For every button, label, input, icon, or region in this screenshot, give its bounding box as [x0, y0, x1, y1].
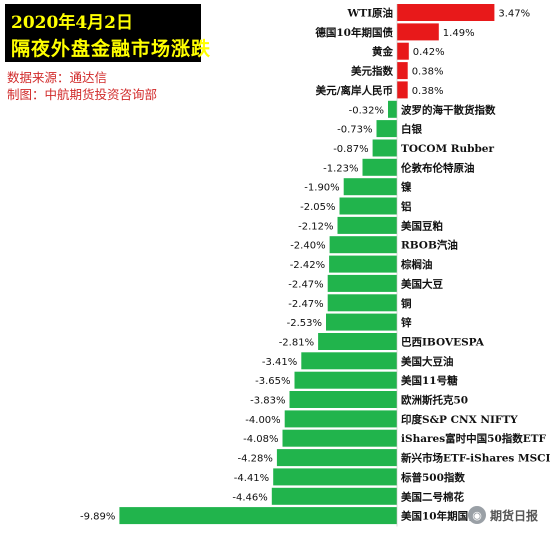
chart-title: 隔夜外盘金融市场涨跌: [11, 38, 212, 60]
bar-1: [397, 23, 439, 41]
category-label: 巴西IBOVESPA: [401, 337, 485, 349]
category-label: 黄金: [372, 45, 393, 58]
category-label: 锌: [401, 316, 412, 329]
value-label: 0.38%: [412, 67, 444, 78]
category-label: 铜: [401, 297, 412, 310]
category-label: 美国大豆: [401, 277, 443, 290]
bar-17: [318, 333, 397, 350]
bar-2: [397, 42, 409, 60]
category-label: 美国10年期国债: [401, 510, 479, 523]
category-label: 美元指数: [351, 65, 393, 78]
bar-18: [301, 352, 397, 370]
bar-21: [284, 410, 397, 428]
bar-15: [327, 294, 397, 312]
category-label: 伦敦布伦特原油: [400, 161, 475, 174]
chart-title-date: 2020年4月2日: [11, 13, 133, 33]
value-label: -4.46%: [232, 492, 267, 503]
bar-8: [362, 158, 397, 176]
category-label: TOCOM Rubber: [401, 143, 494, 155]
bar-6: [376, 120, 397, 138]
category-label: 美元/离岸人民币: [316, 84, 393, 97]
value-label: -3.83%: [250, 396, 285, 407]
bar-26: [119, 507, 398, 525]
category-label: 欧洲斯托克50: [401, 394, 468, 407]
bar-16: [326, 313, 397, 331]
category-label: 美国大豆油: [401, 355, 454, 368]
category-label: 德国10年期国债: [314, 26, 393, 39]
bar-4: [397, 81, 408, 99]
category-label: 铝: [401, 200, 412, 213]
value-label: -4.00%: [245, 415, 280, 426]
category-label: 美国豆粕: [401, 219, 443, 232]
bar-11: [337, 216, 397, 234]
value-label: -0.87%: [333, 144, 368, 155]
bar-9: [343, 178, 397, 196]
bar-19: [294, 371, 397, 389]
category-label: 棕榈油: [400, 258, 433, 271]
bar-24: [273, 468, 397, 486]
category-label: 印度S&P CNX NIFTY: [401, 413, 518, 426]
bar-7: [372, 139, 397, 157]
category-label: 白银: [401, 123, 422, 136]
category-label: 镍: [401, 181, 412, 194]
category-label: WTI原油: [346, 7, 393, 20]
category-label: RBOB汽油: [401, 239, 458, 252]
value-label: -2.42%: [290, 260, 325, 271]
category-label: 标普500指数: [400, 471, 465, 484]
chart-maker-note: 制图：中航期货投资咨询部: [7, 87, 158, 102]
value-label: -2.40%: [290, 241, 325, 252]
bar-3: [397, 62, 408, 80]
category-label: 波罗的海干散货指数: [401, 103, 496, 116]
value-label: 1.49%: [443, 28, 475, 39]
category-label: 美国11号糖: [401, 374, 458, 387]
bar-10: [339, 197, 397, 215]
bar-25: [271, 487, 397, 505]
value-label: -9.89%: [80, 512, 115, 523]
value-label: -2.05%: [300, 202, 335, 213]
bar-14: [327, 274, 397, 292]
bar-22: [282, 429, 397, 447]
wechat-icon: ◉: [468, 506, 486, 524]
value-label: -4.08%: [243, 434, 278, 445]
value-label: -4.28%: [238, 454, 273, 465]
value-label: -4.41%: [234, 473, 269, 484]
value-label: -2.47%: [288, 299, 323, 310]
value-label: -1.90%: [304, 183, 339, 194]
value-label: -2.47%: [288, 279, 323, 290]
bar-5: [388, 100, 397, 118]
category-label: iShares富时中国50指数ETF: [401, 432, 547, 445]
value-label: -2.12%: [298, 221, 333, 232]
category-label: 美国二号棉花: [401, 490, 464, 503]
value-label: -0.73%: [337, 125, 372, 136]
value-label: 0.38%: [412, 86, 444, 97]
category-label: 新兴市场ETF-iShares MSCI: [401, 452, 550, 465]
value-label: -2.81%: [279, 338, 314, 349]
bar-0: [397, 4, 495, 21]
title-box: 2020年4月2日 隔夜外盘金融市场涨跌: [5, 4, 210, 62]
value-label: -0.32%: [349, 105, 384, 116]
value-label: 0.42%: [413, 47, 445, 58]
value-label: -2.53%: [287, 318, 322, 329]
watermark: ◉ 期货日报: [468, 502, 546, 528]
bar-13: [329, 255, 397, 273]
value-label: -1.23%: [323, 163, 358, 174]
bar-12: [329, 236, 397, 254]
bar-20: [289, 391, 397, 408]
bar-23: [276, 449, 397, 467]
watermark-text: 期货日报: [490, 508, 539, 523]
value-label: 3.47%: [498, 9, 530, 20]
value-label: -3.65%: [255, 376, 290, 387]
data-source-note: 数据来源：通达信: [7, 70, 108, 85]
value-label: -3.41%: [262, 357, 297, 368]
